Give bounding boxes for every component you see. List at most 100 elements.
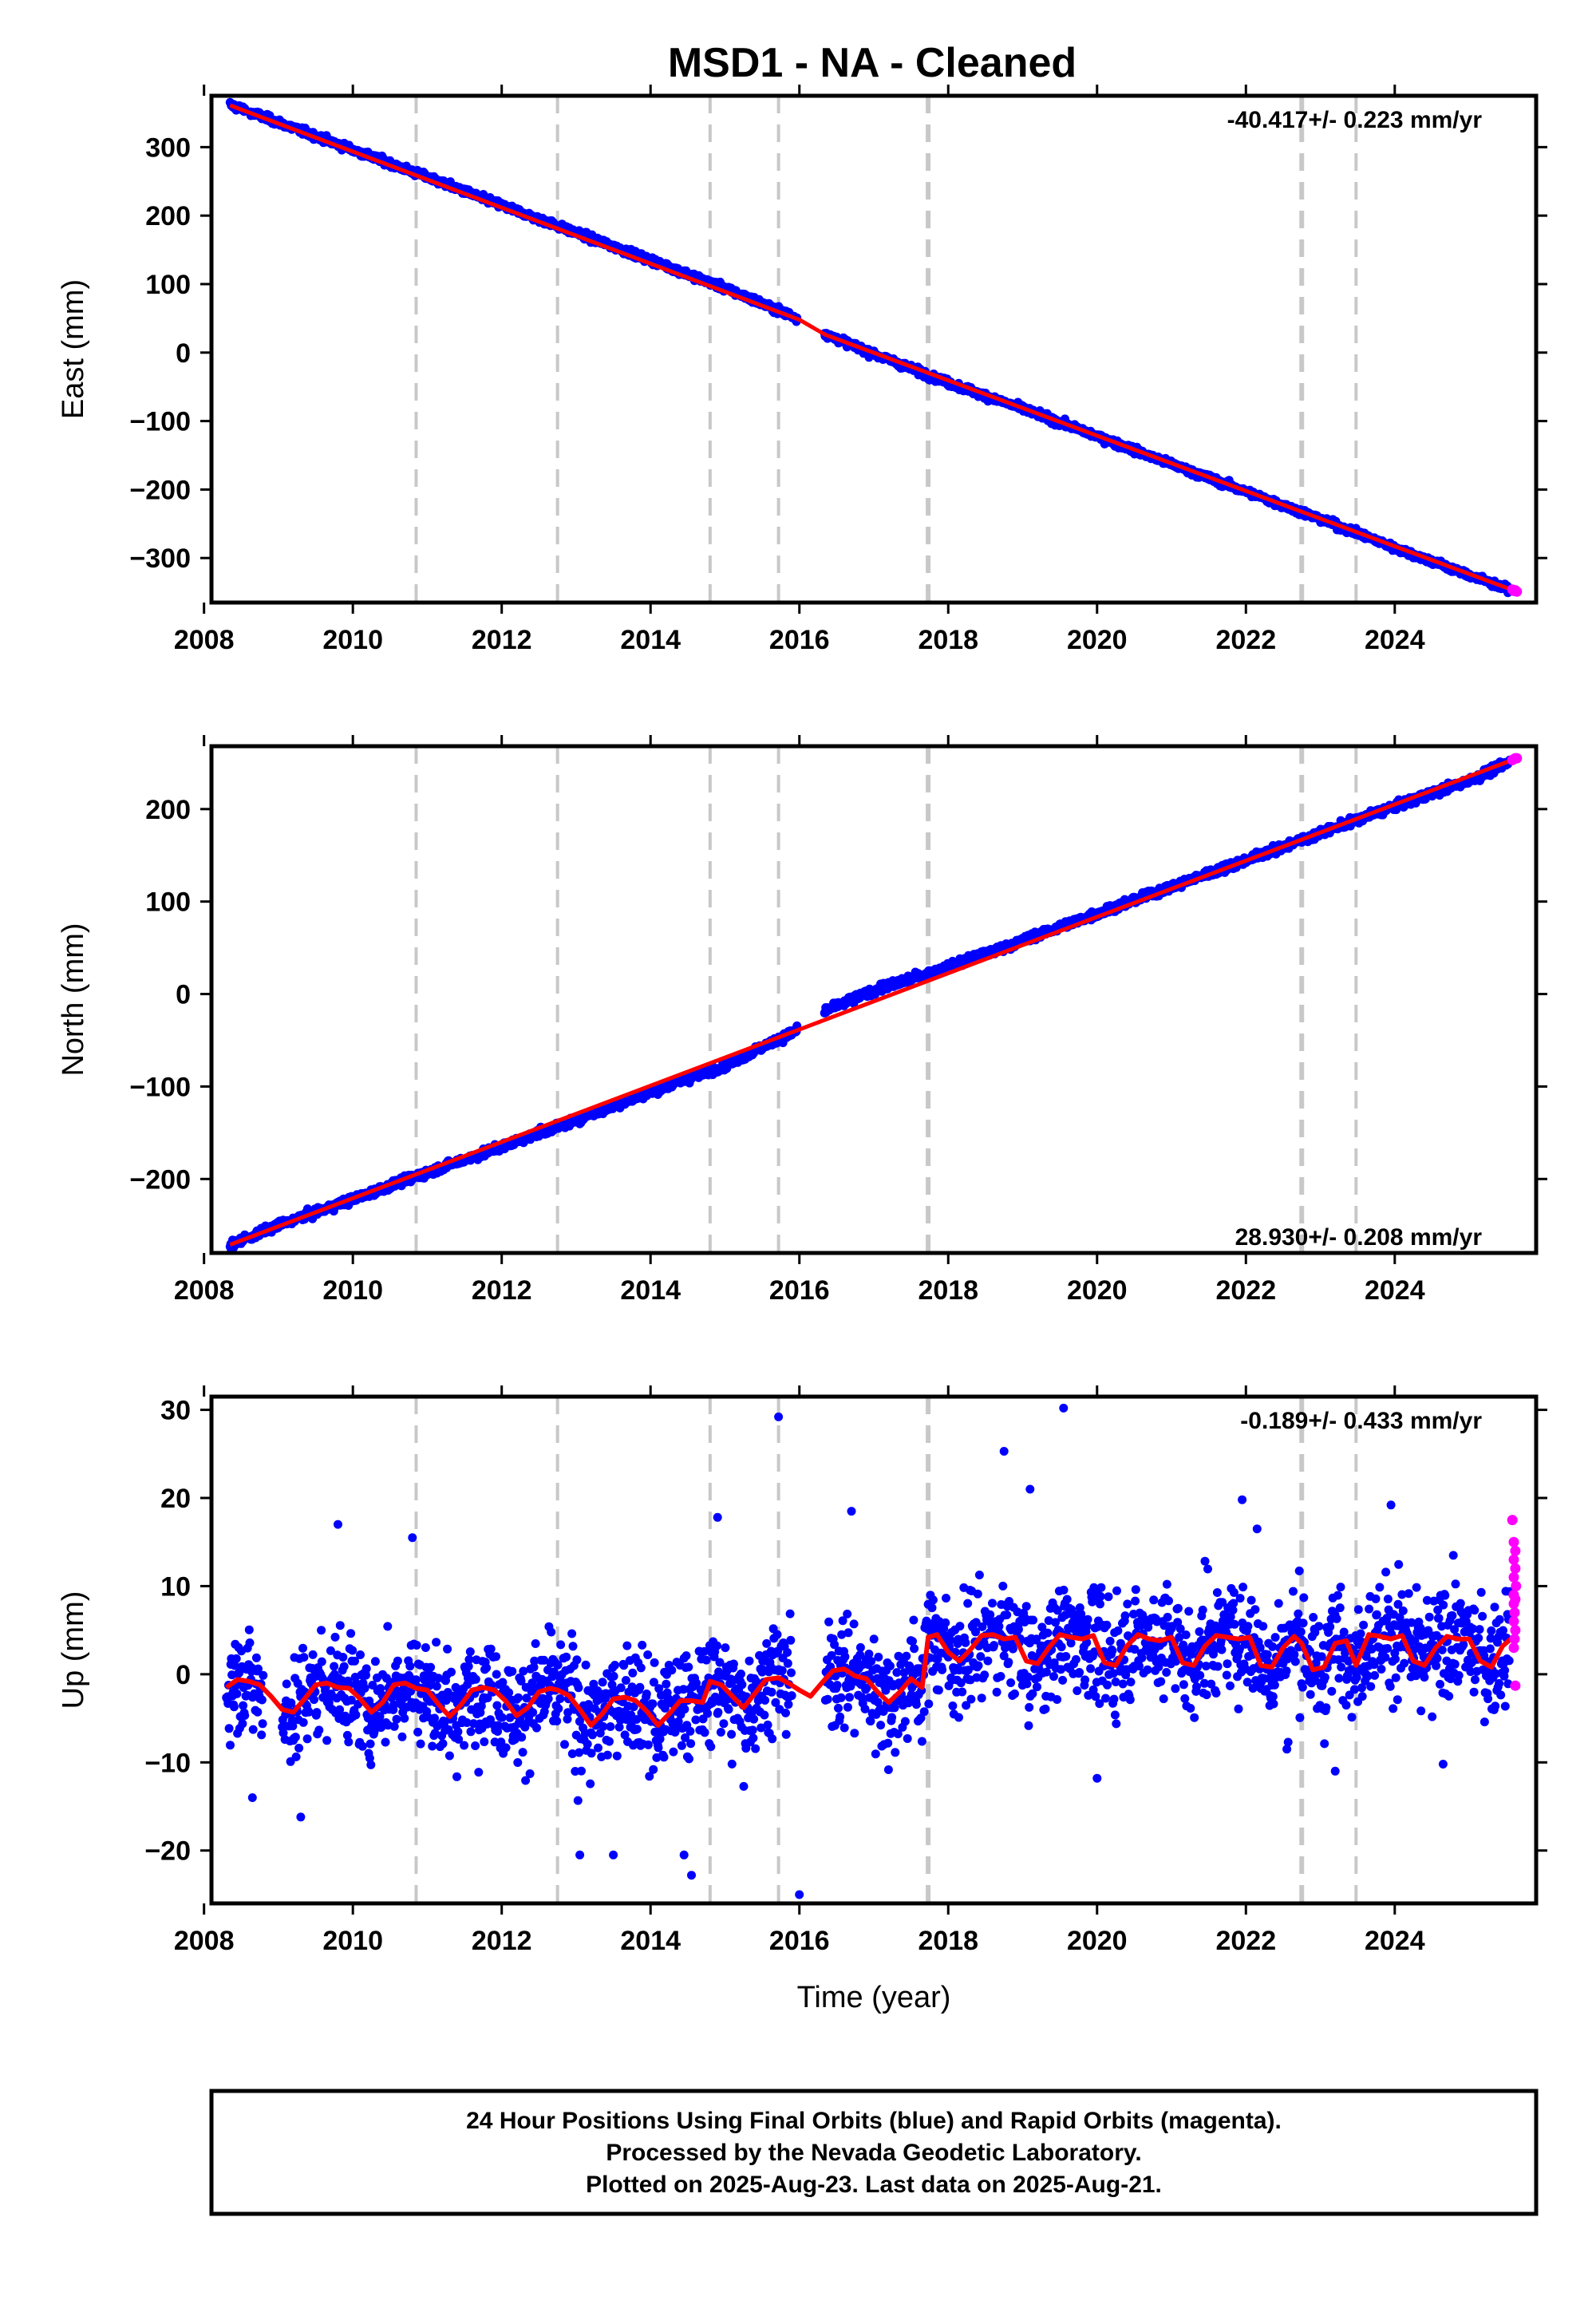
- up-final-orbit-point: [588, 1730, 597, 1740]
- up-final-orbit-point: [598, 1678, 607, 1687]
- up-final-orbit-point: [553, 1660, 563, 1670]
- up-final-orbit-point: [339, 1662, 349, 1671]
- up-final-orbit-point: [304, 1707, 314, 1717]
- up-final-orbit-point: [317, 1657, 326, 1666]
- up-final-orbit-point: [650, 1658, 659, 1667]
- up-final-orbit-point: [294, 1743, 304, 1753]
- up-final-orbit-point: [649, 1765, 658, 1774]
- up-final-orbit-point: [621, 1676, 630, 1685]
- up-final-orbit-point: [240, 1711, 250, 1720]
- up-final-orbit-point: [288, 1721, 298, 1731]
- up-final-orbit-point: [432, 1638, 441, 1647]
- up-final-orbit-point: [438, 1739, 448, 1749]
- up-final-orbit-point: [645, 1772, 654, 1781]
- up-final-orbit-point: [543, 1694, 553, 1704]
- up-final-orbit-point: [452, 1772, 461, 1781]
- up-final-orbit-point: [620, 1730, 630, 1740]
- up-final-orbit-point: [399, 1684, 409, 1694]
- east-rate-label: -40.417+/- 0.223 mm/yr: [1227, 107, 1483, 133]
- north-x-tick-label: 2012: [472, 1275, 532, 1306]
- east-x-tick-label: 2020: [1067, 625, 1128, 655]
- east-plot-area: [225, 97, 1523, 598]
- up-final-orbit-point: [521, 1776, 531, 1785]
- up-final-orbit-point: [606, 1722, 615, 1731]
- up-final-orbit-points: [222, 1403, 1515, 1899]
- up-final-orbit-point: [522, 1694, 531, 1703]
- up-final-orbit-point: [430, 1729, 440, 1738]
- up-final-orbit-point: [464, 1654, 474, 1664]
- up-final-orbit-point: [229, 1702, 239, 1712]
- up-final-orbit-point: [389, 1700, 398, 1709]
- up-final-orbit-point: [567, 1629, 577, 1638]
- up-final-orbit-point: [619, 1661, 629, 1670]
- up-final-orbit-point: [594, 1743, 602, 1753]
- up-final-orbit-point: [563, 1708, 573, 1717]
- up-final-orbit-point: [605, 1737, 614, 1746]
- up-final-orbit-point: [527, 1678, 537, 1688]
- up-final-orbit-point: [330, 1662, 339, 1671]
- east-x-tick-label: 2010: [322, 625, 383, 655]
- up-final-orbit-point: [474, 1768, 484, 1777]
- up-final-orbit-point: [547, 1627, 556, 1637]
- up-final-orbit-point: [317, 1626, 326, 1635]
- up-final-orbit-point: [563, 1714, 572, 1724]
- north-y-tick-label: 200: [145, 795, 191, 825]
- up-final-orbit-point: [400, 1713, 409, 1723]
- up-final-orbit-point: [335, 1621, 345, 1630]
- up-final-orbit-point: [358, 1741, 367, 1751]
- up-final-orbit-point: [397, 1732, 407, 1741]
- up-final-orbit-point: [583, 1739, 592, 1749]
- up-final-orbit-point: [464, 1662, 473, 1671]
- up-final-orbit-point: [308, 1650, 318, 1659]
- up-final-orbit-point: [351, 1710, 361, 1720]
- up-final-orbit-point: [560, 1740, 569, 1749]
- up-final-orbit-point: [365, 1739, 375, 1749]
- east-frame: [209, 93, 1539, 605]
- up-final-orbit-point: [253, 1707, 263, 1717]
- east-y-label: East (mm): [57, 279, 90, 419]
- up-final-orbit-point: [454, 1734, 464, 1744]
- up-final-orbit-point: [413, 1727, 423, 1737]
- up-final-orbit-point: [635, 1682, 645, 1692]
- up-final-orbit-point: [471, 1674, 480, 1684]
- up-final-orbit-point: [614, 1722, 624, 1732]
- up-final-orbit-point: [496, 1737, 506, 1747]
- up-final-orbit-point: [348, 1646, 358, 1655]
- up-final-orbit-point: [226, 1741, 235, 1750]
- up-final-orbit-point: [616, 1683, 626, 1693]
- up-final-orbit-point: [555, 1694, 565, 1703]
- east-x-tick-label: 2018: [918, 625, 978, 655]
- up-final-orbit-point: [389, 1721, 399, 1731]
- up-final-orbit-point: [224, 1724, 234, 1733]
- up-final-orbit-point: [257, 1695, 267, 1705]
- up-final-orbit-point: [312, 1708, 322, 1717]
- north-panel: 2008 2010 2012 2014 2016 2018 2020 2022 20242001…: [57, 735, 1547, 1306]
- up-final-orbit-point: [480, 1737, 489, 1746]
- east-y-tick-label: 100: [145, 270, 191, 300]
- up-final-orbit-point: [338, 1653, 348, 1662]
- up-final-orbit-point: [366, 1760, 376, 1769]
- up-final-orbit-point: [497, 1713, 507, 1722]
- north-x-tick-label: 2010: [322, 1275, 383, 1306]
- up-final-orbit-point: [572, 1655, 582, 1665]
- up-final-orbit-point: [365, 1696, 374, 1705]
- up-final-orbit-point: [629, 1702, 638, 1712]
- east-x-axis: 2008 2010 2012 2014 2016 2018 2020 2022 2024: [174, 85, 1425, 655]
- up-final-orbit-point: [344, 1737, 354, 1747]
- east-panel: 2008 2010 2012 2014 2016 2018 2020 2022 20243002…: [57, 85, 1547, 655]
- up-final-orbit-point: [610, 1661, 619, 1670]
- up-final-orbit-point: [375, 1712, 385, 1721]
- up-final-orbit-point: [346, 1629, 356, 1638]
- up-final-orbit-point: [492, 1670, 501, 1679]
- up-final-orbit-point: [443, 1644, 452, 1654]
- up-final-orbit-point: [516, 1676, 526, 1686]
- up-final-orbit-point: [530, 1656, 539, 1666]
- up-final-orbit-point: [248, 1725, 258, 1734]
- up-final-orbit-point: [539, 1655, 549, 1665]
- up-final-orbit-point: [659, 1753, 669, 1762]
- up-final-orbit-point: [492, 1701, 502, 1710]
